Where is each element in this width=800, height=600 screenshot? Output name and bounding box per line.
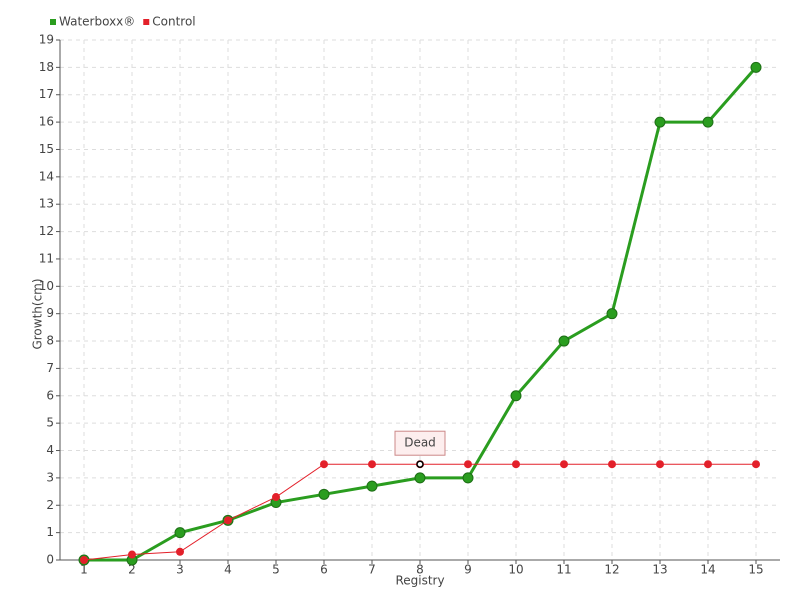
y-tick-label: 1 bbox=[46, 525, 54, 539]
point bbox=[704, 460, 712, 469]
point bbox=[128, 550, 136, 559]
annotation-label: Dead bbox=[404, 436, 436, 450]
y-tick-label: 15 bbox=[39, 142, 54, 156]
x-axis-label: Registry bbox=[395, 574, 444, 588]
y-axis-label: Growth(cm) bbox=[31, 278, 45, 349]
legend-label: Control bbox=[152, 15, 195, 29]
legend-swatch bbox=[143, 19, 150, 25]
x-tick-label: 14 bbox=[700, 563, 715, 577]
y-tick-label: 6 bbox=[46, 388, 54, 402]
point bbox=[750, 61, 762, 73]
point bbox=[414, 472, 426, 484]
y-tick-label: 5 bbox=[46, 416, 54, 430]
y-tick-label: 4 bbox=[46, 443, 54, 457]
legend-label: Waterboxx® bbox=[59, 15, 135, 29]
point bbox=[654, 116, 666, 128]
x-tick-label: 7 bbox=[368, 563, 376, 577]
point bbox=[560, 460, 568, 469]
annotation-box bbox=[394, 430, 446, 456]
point bbox=[606, 308, 618, 320]
y-tick-label: 8 bbox=[46, 334, 54, 348]
point bbox=[752, 460, 760, 469]
point bbox=[320, 460, 328, 469]
x-tick-label: 1 bbox=[80, 563, 88, 577]
y-tick-label: 14 bbox=[39, 169, 54, 183]
point bbox=[318, 488, 330, 500]
x-tick-label: 8 bbox=[416, 563, 424, 577]
point bbox=[512, 460, 520, 469]
x-tick-label: 5 bbox=[272, 563, 280, 577]
point bbox=[366, 480, 378, 492]
point bbox=[702, 116, 714, 128]
point bbox=[368, 460, 376, 469]
y-tick-label: 12 bbox=[39, 224, 54, 238]
point bbox=[174, 527, 186, 539]
point bbox=[176, 547, 184, 556]
y-tick-label: 0 bbox=[46, 553, 54, 567]
annotation-marker bbox=[416, 460, 424, 468]
point bbox=[462, 472, 474, 484]
y-tick-label: 7 bbox=[46, 361, 54, 375]
x-tick-label: 10 bbox=[508, 563, 523, 577]
y-tick-label: 19 bbox=[39, 33, 54, 47]
point bbox=[510, 390, 522, 402]
x-tick-label: 11 bbox=[556, 563, 571, 577]
point bbox=[558, 335, 570, 347]
y-tick-label: 18 bbox=[39, 60, 54, 74]
y-tick-label: 3 bbox=[46, 470, 54, 484]
legend-swatch bbox=[50, 19, 56, 25]
y-tick-label: 10 bbox=[39, 279, 54, 293]
point bbox=[272, 493, 280, 502]
point bbox=[464, 460, 472, 469]
point bbox=[656, 460, 664, 469]
x-tick-label: 12 bbox=[604, 563, 619, 577]
x-tick-label: 9 bbox=[464, 563, 472, 577]
x-tick-label: 6 bbox=[320, 563, 328, 577]
y-tick-label: 16 bbox=[39, 115, 54, 129]
x-tick-label: 13 bbox=[652, 563, 667, 577]
y-tick-label: 13 bbox=[39, 197, 54, 211]
y-tick-label: 17 bbox=[39, 87, 54, 101]
y-tick-label: 11 bbox=[39, 251, 54, 265]
x-tick-label: 15 bbox=[748, 563, 763, 577]
point bbox=[224, 516, 232, 525]
y-tick-label: 2 bbox=[46, 498, 54, 512]
x-tick-label: 2 bbox=[128, 563, 136, 577]
y-tick-label: 9 bbox=[46, 306, 54, 320]
point bbox=[80, 556, 88, 564]
point bbox=[608, 460, 616, 469]
x-tick-label: 4 bbox=[224, 563, 232, 577]
x-tick-label: 3 bbox=[176, 563, 184, 577]
